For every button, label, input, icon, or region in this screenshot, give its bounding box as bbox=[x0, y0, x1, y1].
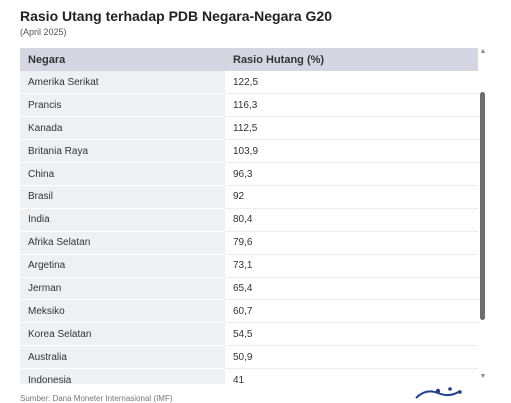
country-cell: Meksiko bbox=[20, 299, 225, 324]
page-title: Rasio Utang terhadap PDB Negara-Negara G… bbox=[20, 8, 332, 24]
debt-ratio-cell: 122,5 bbox=[225, 71, 478, 95]
country-cell: Brasil bbox=[20, 185, 225, 209]
country-cell: Argetina bbox=[20, 254, 225, 278]
debt-ratio-cell: 65,4 bbox=[225, 277, 478, 301]
table-row: Indonesia 41 bbox=[20, 368, 478, 384]
debt-ratio-cell: 92 bbox=[225, 185, 478, 209]
debt-ratio-cell: 41 bbox=[225, 368, 478, 384]
table-row: Argetina 73,1 bbox=[20, 254, 478, 278]
debt-ratio-cell: 79,6 bbox=[225, 231, 478, 255]
country-cell: Jerman bbox=[20, 277, 225, 301]
table-row: China 96,3 bbox=[20, 162, 478, 186]
scroll-down-icon[interactable]: ▼ bbox=[479, 373, 487, 380]
column-header-country: Negara bbox=[20, 48, 225, 71]
table-row: India 80,4 bbox=[20, 208, 478, 232]
table-header-row: Negara Rasio Hutang (%) bbox=[20, 48, 478, 71]
country-cell: Prancis bbox=[20, 93, 225, 118]
table-row: Korea Selatan 54,5 bbox=[20, 322, 478, 347]
debt-ratio-cell: 60,7 bbox=[225, 299, 478, 324]
table-row: Jerman 65,4 bbox=[20, 277, 478, 301]
table-row: Afrika Selatan 79,6 bbox=[20, 231, 478, 255]
scroll-up-icon[interactable]: ▲ bbox=[479, 48, 487, 55]
publisher-logo-icon bbox=[415, 387, 462, 399]
debt-ratio-cell: 50,9 bbox=[225, 345, 478, 370]
country-cell: China bbox=[20, 162, 225, 186]
debt-ratio-cell: 80,4 bbox=[225, 208, 478, 232]
country-cell: Australia bbox=[20, 345, 225, 370]
debt-ratio-cell: 112,5 bbox=[225, 116, 478, 141]
country-cell: Britania Raya bbox=[20, 139, 225, 164]
debt-ratio-cell: 54,5 bbox=[225, 322, 478, 347]
country-cell: Afrika Selatan bbox=[20, 231, 225, 255]
table-row: Amerika Serikat 122,5 bbox=[20, 71, 478, 95]
scroll-thumb[interactable] bbox=[480, 92, 485, 320]
country-cell: Indonesia bbox=[20, 368, 225, 384]
debt-ratio-cell: 73,1 bbox=[225, 254, 478, 278]
column-header-debt-ratio: Rasio Hutang (%) bbox=[225, 48, 478, 71]
table-row: Britania Raya 103,9 bbox=[20, 139, 478, 164]
page-subtitle: (April 2025) bbox=[20, 27, 67, 37]
table-row: Prancis 116,3 bbox=[20, 93, 478, 118]
data-table: Negara Rasio Hutang (%) Amerika Serikat 1… bbox=[20, 48, 478, 384]
table-row: Brasil 92 bbox=[20, 185, 478, 209]
table-row: Australia 50,9 bbox=[20, 345, 478, 370]
scrollbar[interactable]: ▲ ▼ bbox=[479, 48, 487, 384]
data-table-container: Negara Rasio Hutang (%) Amerika Serikat 1… bbox=[20, 48, 478, 384]
debt-ratio-cell: 103,9 bbox=[225, 139, 478, 164]
table-body: Amerika Serikat 122,5 Prancis 116,3 Kanada 11… bbox=[20, 71, 478, 384]
table-row: Meksiko 60,7 bbox=[20, 299, 478, 324]
source-note: Sumber: Dana Moneter Internasional (IMF) bbox=[20, 394, 173, 403]
country-cell: India bbox=[20, 208, 225, 232]
table-row: Kanada 112,5 bbox=[20, 116, 478, 141]
debt-ratio-cell: 96,3 bbox=[225, 162, 478, 186]
debt-ratio-cell: 116,3 bbox=[225, 93, 478, 118]
country-cell: Kanada bbox=[20, 116, 225, 141]
country-cell: Amerika Serikat bbox=[20, 71, 225, 95]
country-cell: Korea Selatan bbox=[20, 322, 225, 347]
